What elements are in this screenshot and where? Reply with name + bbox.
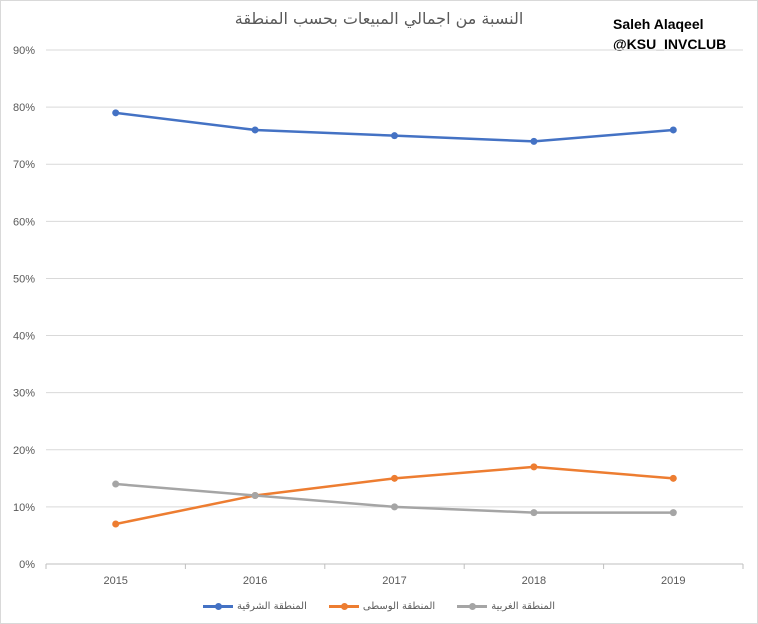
legend-item: المنطقة الغربية xyxy=(457,598,555,614)
data-point xyxy=(391,474,398,482)
data-point xyxy=(530,509,538,517)
y-tick-label: 20% xyxy=(13,445,35,457)
x-tick-label: 2018 xyxy=(522,575,546,587)
author-watermark: Saleh Alaqeel @KSU_INVCLUB xyxy=(613,14,726,54)
data-point xyxy=(251,491,259,499)
data-point xyxy=(391,503,398,511)
y-tick-label: 80% xyxy=(13,102,35,114)
data-point xyxy=(391,132,398,140)
data-point xyxy=(669,126,677,134)
x-tick-label: 2015 xyxy=(103,575,127,587)
data-point xyxy=(669,474,677,482)
legend-item: المنطقة الشرقية xyxy=(203,598,307,614)
data-point xyxy=(112,109,120,117)
data-point xyxy=(112,480,120,488)
y-tick-label: 50% xyxy=(13,273,35,285)
data-point xyxy=(112,520,120,528)
y-tick-label: 70% xyxy=(13,159,35,171)
legend-swatch xyxy=(457,601,488,611)
author-name: Saleh Alaqeel xyxy=(613,16,704,32)
y-tick-label: 60% xyxy=(13,216,35,228)
y-tick-label: 10% xyxy=(13,502,35,514)
legend-label: المنطقة الوسطى xyxy=(362,600,436,612)
y-tick-label: 30% xyxy=(13,388,35,400)
y-tick-label: 0% xyxy=(19,559,35,571)
y-tick-label: 90% xyxy=(13,45,35,57)
data-point xyxy=(530,463,538,471)
legend-label: المنطقة الغربية xyxy=(491,600,555,612)
x-tick-label: 2019 xyxy=(661,575,685,587)
data-point xyxy=(530,137,538,145)
data-point xyxy=(669,509,677,517)
legend-swatch xyxy=(328,601,359,611)
legend-swatch xyxy=(203,601,234,611)
chart-title: النسبة من اجمالي المبيعات بحسب المنطقة xyxy=(234,9,524,28)
y-tick-label: 40% xyxy=(13,331,35,343)
legend-label: المنطقة الشرقية xyxy=(237,600,307,612)
legend-item: المنطقة الوسطى xyxy=(328,598,436,614)
data-point xyxy=(251,126,259,134)
x-tick-label: 2017 xyxy=(382,575,406,587)
legend: المنطقة الشرقية المنطقة الوسطى المنطقة الغ… xyxy=(1,598,757,614)
x-tick-label: 2016 xyxy=(243,575,267,587)
author-handle: @KSU_INVCLUB xyxy=(613,36,727,52)
